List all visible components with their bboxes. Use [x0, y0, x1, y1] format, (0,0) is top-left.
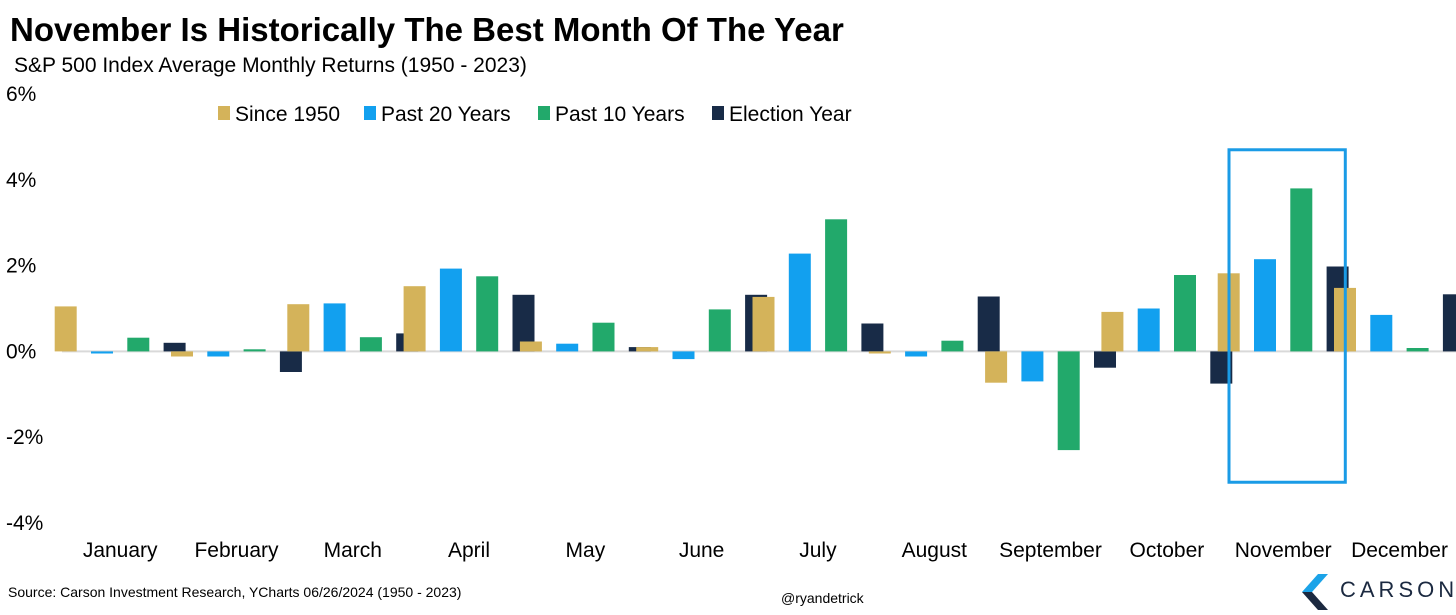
legend: Since 1950 Past 20 Years Past 10 Years Elec…: [218, 103, 852, 126]
bar-may-past-20-years: [556, 343, 579, 352]
bar-november-past-20-years: [1254, 259, 1276, 352]
author-handle: @ryandetrick: [781, 590, 864, 606]
bar-may-past-10-years: [592, 322, 615, 352]
bar-september-past-10-years: [1057, 351, 1080, 451]
chart-subtitle: S&P 500 Index Average Monthly Returns (1…: [14, 54, 527, 77]
bar-october-since-1950: [1101, 311, 1124, 352]
x-tick-label: March: [324, 539, 382, 562]
x-tick-label: April: [448, 539, 490, 562]
x-tick-label: January: [83, 539, 158, 562]
legend-label: Past 10 Years: [555, 103, 685, 126]
bar-september-past-20-years: [1021, 351, 1044, 382]
x-tick-label: October: [1130, 539, 1205, 562]
logo-wordmark: CARSON: [1340, 577, 1456, 602]
bar-april-past-10-years: [476, 276, 499, 352]
chart-title: November Is Historically The Best Month …: [10, 11, 844, 48]
bar-august-since-1950: [868, 351, 891, 354]
bars: [54, 188, 1456, 451]
bar-june-past-10-years: [708, 309, 731, 352]
bar-july-since-1950: [752, 296, 775, 352]
bar-november-past-10-years: [1290, 188, 1313, 352]
bar-january-past-20-years: [91, 351, 113, 354]
bar-october-past-10-years: [1174, 275, 1196, 352]
bar-december-election-year: [1442, 294, 1456, 352]
y-tick-label: 6%: [6, 83, 36, 106]
y-tick-label: 2%: [6, 255, 36, 278]
bar-april-since-1950: [403, 286, 426, 352]
bar-october-past-20-years: [1137, 308, 1160, 352]
legend-swatch: [538, 106, 550, 120]
x-tick-label: May: [566, 539, 606, 562]
bar-july-election-year: [861, 323, 884, 352]
carson-logo: CARSON: [1296, 572, 1454, 612]
x-axis-ticks: January February March April May June July Augu…: [83, 539, 1448, 562]
bar-february-past-10-years: [243, 349, 266, 352]
bar-chart: -4% -2% 0% 2% 4% 6% January February March April…: [6, 83, 1456, 562]
source-note: Source: Carson Investment Research, YCha…: [8, 584, 462, 600]
bar-june-since-1950: [636, 347, 659, 352]
bar-april-past-20-years: [439, 268, 462, 352]
bar-may-since-1950: [519, 341, 542, 352]
legend-swatch: [364, 106, 376, 120]
bar-december-past-10-years: [1406, 348, 1429, 352]
bar-january-election-year: [163, 342, 186, 352]
legend-swatch: [712, 106, 724, 120]
bar-october-election-year: [1210, 351, 1233, 384]
bar-february-election-year: [279, 351, 302, 372]
x-tick-label: June: [679, 539, 725, 562]
y-axis-ticks: -4% -2% 0% 2% 4% 6%: [6, 83, 43, 535]
x-tick-label: December: [1351, 539, 1448, 562]
x-tick-label: September: [999, 539, 1102, 562]
bar-march-since-1950: [287, 304, 310, 352]
bar-march-past-20-years: [323, 303, 346, 352]
y-tick-label: -2%: [6, 426, 43, 449]
y-tick-label: 0%: [6, 340, 36, 363]
bar-august-election-year: [977, 296, 1000, 352]
bar-february-since-1950: [171, 351, 193, 357]
bar-september-election-year: [1094, 351, 1116, 368]
y-tick-label: -4%: [6, 512, 43, 535]
y-tick-label: 4%: [6, 169, 36, 192]
highlight-box: [1227, 148, 1347, 484]
x-tick-label: November: [1235, 539, 1332, 562]
carson-chevron-logo-icon: [1302, 574, 1328, 610]
bar-december-past-20-years: [1370, 314, 1393, 352]
bar-january-since-1950: [54, 306, 77, 352]
bar-january-past-10-years: [127, 337, 150, 352]
bar-august-past-10-years: [941, 340, 964, 352]
x-tick-label: February: [194, 539, 279, 562]
bar-september-since-1950: [985, 351, 1008, 383]
legend-label: Election Year: [729, 103, 852, 126]
november-highlight: [1227, 148, 1347, 484]
bar-june-past-20-years: [672, 351, 695, 360]
bar-march-past-10-years: [359, 337, 382, 352]
bar-august-past-20-years: [905, 351, 928, 357]
bar-february-past-20-years: [207, 351, 230, 357]
legend-label: Since 1950: [235, 103, 340, 126]
bar-july-past-10-years: [825, 219, 848, 352]
bar-april-election-year: [512, 294, 535, 352]
legend-swatch: [218, 106, 230, 120]
x-tick-label: August: [902, 539, 968, 562]
x-tick-label: July: [799, 539, 837, 562]
legend-label: Past 20 Years: [381, 103, 511, 126]
bar-july-past-20-years: [788, 253, 811, 352]
